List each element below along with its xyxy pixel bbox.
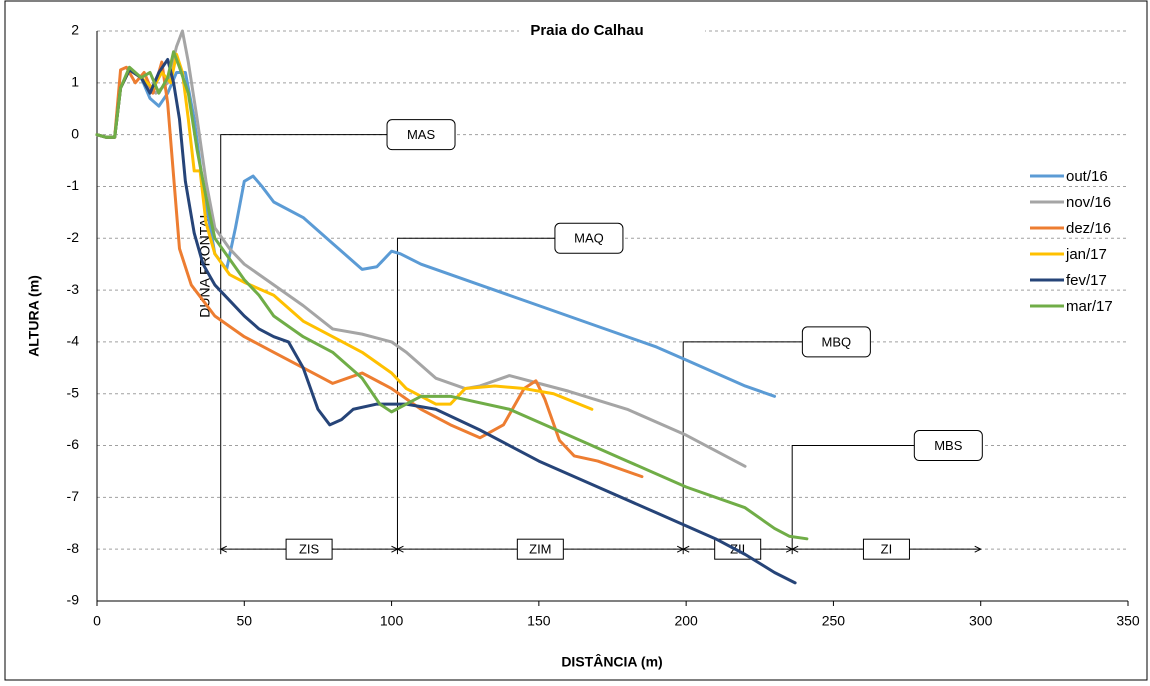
legend-label: nov/16: [1066, 194, 1111, 211]
y-tick-label: -4: [67, 333, 80, 349]
legend-label: fev/17: [1066, 272, 1107, 289]
y-tick-label: -7: [67, 488, 80, 504]
x-tick-label: 0: [93, 613, 101, 629]
y-tick-label: -3: [67, 281, 80, 297]
legend-label: jan/17: [1065, 246, 1107, 263]
y-tick-label: 2: [71, 22, 79, 38]
chart: DISTÂNCIA (m) ALTURA (m) -9 -8 -7 -6 -5 -4 -3 -…: [0, 0, 1150, 686]
x-tick-label: 200: [674, 613, 698, 629]
level-label: MAS: [407, 127, 436, 142]
x-tick-label: 300: [969, 613, 993, 629]
legend-label: dez/16: [1066, 220, 1111, 237]
y-tick-label: 1: [71, 74, 79, 90]
chart-title: Praia do Calhau: [530, 22, 643, 39]
x-axis-title: DISTÂNCIA (m): [561, 653, 662, 670]
zone-label: ZIS: [299, 542, 320, 557]
y-axis-title: ALTURA (m): [26, 275, 42, 357]
level-label: MBS: [934, 438, 963, 453]
y-tick-label: -6: [67, 436, 80, 452]
x-tick-label: 50: [236, 613, 252, 629]
level-label: MAQ: [574, 231, 604, 246]
y-tick-label: -8: [67, 540, 80, 556]
level-label: MBQ: [822, 334, 852, 349]
y-tick-label: -2: [67, 229, 80, 245]
legend-label: out/16: [1066, 168, 1108, 185]
y-tick-label: 0: [71, 125, 79, 141]
y-tick-label: -1: [67, 177, 80, 193]
x-tick-label: 150: [527, 613, 551, 629]
y-tick-label: -5: [67, 384, 80, 400]
y-tick-label: -9: [67, 592, 80, 608]
x-tick-label: 100: [380, 613, 404, 629]
zone-label: ZI: [881, 542, 893, 557]
zone-label: ZIM: [529, 542, 551, 557]
x-tick-label: 350: [1116, 613, 1140, 629]
x-tick-label: 250: [822, 613, 846, 629]
legend-label: mar/17: [1066, 298, 1113, 315]
